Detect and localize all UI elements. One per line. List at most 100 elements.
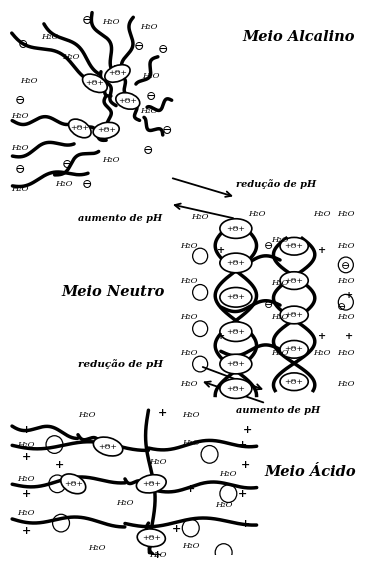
Text: +Θ+: +Θ+ — [70, 124, 89, 132]
Ellipse shape — [220, 322, 252, 342]
Text: H₂O: H₂O — [314, 210, 331, 218]
Text: +: + — [217, 245, 225, 254]
Text: +: + — [158, 406, 167, 418]
Text: ⊖: ⊖ — [82, 14, 93, 27]
Text: +Θ+: +Θ+ — [142, 534, 161, 542]
Text: +: + — [238, 439, 247, 450]
Text: ⊖: ⊖ — [157, 43, 168, 56]
Text: +: + — [318, 332, 326, 341]
Text: H₂O: H₂O — [17, 441, 35, 449]
Text: +Θ+: +Θ+ — [142, 480, 161, 488]
Text: H₂O: H₂O — [140, 107, 157, 115]
Text: +Θ+: +Θ+ — [226, 225, 245, 233]
Text: +: + — [241, 517, 250, 529]
Text: H₂O: H₂O — [11, 111, 28, 120]
Ellipse shape — [280, 373, 308, 391]
Ellipse shape — [280, 306, 308, 324]
Text: Meio Alcalino: Meio Alcalino — [242, 30, 355, 44]
Text: H₂O: H₂O — [102, 156, 119, 164]
Text: +Θ+: +Θ+ — [108, 69, 127, 78]
Text: +: + — [241, 459, 250, 470]
Text: H₂O: H₂O — [149, 551, 167, 558]
Ellipse shape — [105, 65, 130, 82]
Ellipse shape — [220, 288, 252, 307]
Text: +: + — [22, 488, 31, 499]
Ellipse shape — [93, 437, 123, 456]
Text: +: + — [243, 425, 252, 435]
Text: H₂O: H₂O — [11, 144, 28, 152]
Ellipse shape — [280, 341, 308, 358]
Text: H₂O: H₂O — [180, 276, 198, 285]
Text: +Θ+: +Θ+ — [226, 360, 245, 368]
Text: +: + — [345, 332, 353, 341]
Text: H₂O: H₂O — [215, 502, 232, 510]
Ellipse shape — [137, 529, 165, 547]
Text: ⊖: ⊖ — [143, 144, 154, 157]
Ellipse shape — [280, 272, 308, 289]
Text: +Θ+: +Θ+ — [285, 242, 304, 250]
Text: H₂O: H₂O — [62, 53, 79, 61]
Text: H₂O: H₂O — [17, 510, 35, 517]
Text: H₂O: H₂O — [337, 276, 355, 285]
Text: Meio Ácido: Meio Ácido — [264, 465, 356, 479]
Text: H₂O: H₂O — [182, 411, 200, 419]
Text: ⊖: ⊖ — [341, 261, 350, 271]
Text: H₂O: H₂O — [191, 213, 209, 221]
Text: H₂O: H₂O — [149, 458, 167, 466]
Ellipse shape — [220, 219, 252, 238]
Ellipse shape — [93, 122, 119, 138]
Text: +Θ+: +Θ+ — [226, 259, 245, 267]
Text: +: + — [172, 522, 181, 534]
Text: ⊖: ⊖ — [134, 41, 144, 53]
Text: ⊖: ⊖ — [264, 242, 273, 251]
Text: H₂O: H₂O — [20, 77, 38, 86]
Ellipse shape — [220, 354, 252, 374]
Text: ⊖: ⊖ — [14, 95, 25, 108]
Text: H₂O: H₂O — [271, 236, 289, 244]
Ellipse shape — [220, 379, 252, 399]
Ellipse shape — [61, 474, 86, 494]
Ellipse shape — [82, 74, 107, 92]
Ellipse shape — [220, 253, 252, 272]
Text: ⊖: ⊖ — [336, 302, 346, 312]
Text: +: + — [238, 488, 247, 499]
Text: +Θ+: +Θ+ — [226, 385, 245, 392]
Text: H₂O: H₂O — [271, 279, 289, 287]
Text: H₂O: H₂O — [271, 313, 289, 321]
Text: H₂O: H₂O — [337, 210, 355, 218]
Text: H₂O: H₂O — [88, 544, 105, 552]
Text: ⊖: ⊖ — [18, 38, 29, 51]
Text: H₂O: H₂O — [271, 349, 289, 358]
Text: redução de pH: redução de pH — [78, 359, 163, 369]
Text: H₂O: H₂O — [143, 73, 160, 81]
Text: H₂O: H₂O — [220, 470, 237, 478]
Text: +Θ+: +Θ+ — [85, 79, 104, 87]
Text: H₂O: H₂O — [337, 349, 355, 358]
Text: +Θ+: +Θ+ — [99, 443, 118, 450]
Text: +: + — [345, 291, 353, 300]
Text: H₂O: H₂O — [11, 185, 28, 193]
Text: H₂O: H₂O — [41, 33, 59, 41]
Text: H₂O: H₂O — [55, 180, 73, 189]
Text: +Θ+: +Θ+ — [64, 480, 83, 488]
Ellipse shape — [280, 238, 308, 255]
Text: +: + — [186, 483, 195, 494]
Text: H₂O: H₂O — [180, 349, 198, 358]
Text: H₂O: H₂O — [182, 542, 200, 549]
Text: +: + — [153, 549, 163, 560]
Text: H₂O: H₂O — [337, 313, 355, 321]
Text: +Θ+: +Θ+ — [226, 328, 245, 336]
Text: H₂O: H₂O — [116, 499, 134, 507]
Text: +Θ+: +Θ+ — [285, 311, 304, 319]
Text: +Θ+: +Θ+ — [285, 345, 304, 354]
Text: +Θ+: +Θ+ — [97, 127, 116, 135]
Text: +Θ+: +Θ+ — [226, 293, 245, 301]
Text: H₂O: H₂O — [140, 23, 157, 32]
Text: +: + — [22, 425, 31, 435]
Text: +: + — [22, 525, 31, 537]
Text: redução de pH: redução de pH — [236, 180, 316, 189]
Text: +: + — [217, 332, 225, 341]
Text: H₂O: H₂O — [180, 313, 198, 321]
Text: H₂O: H₂O — [17, 475, 35, 483]
Text: +: + — [22, 451, 31, 462]
